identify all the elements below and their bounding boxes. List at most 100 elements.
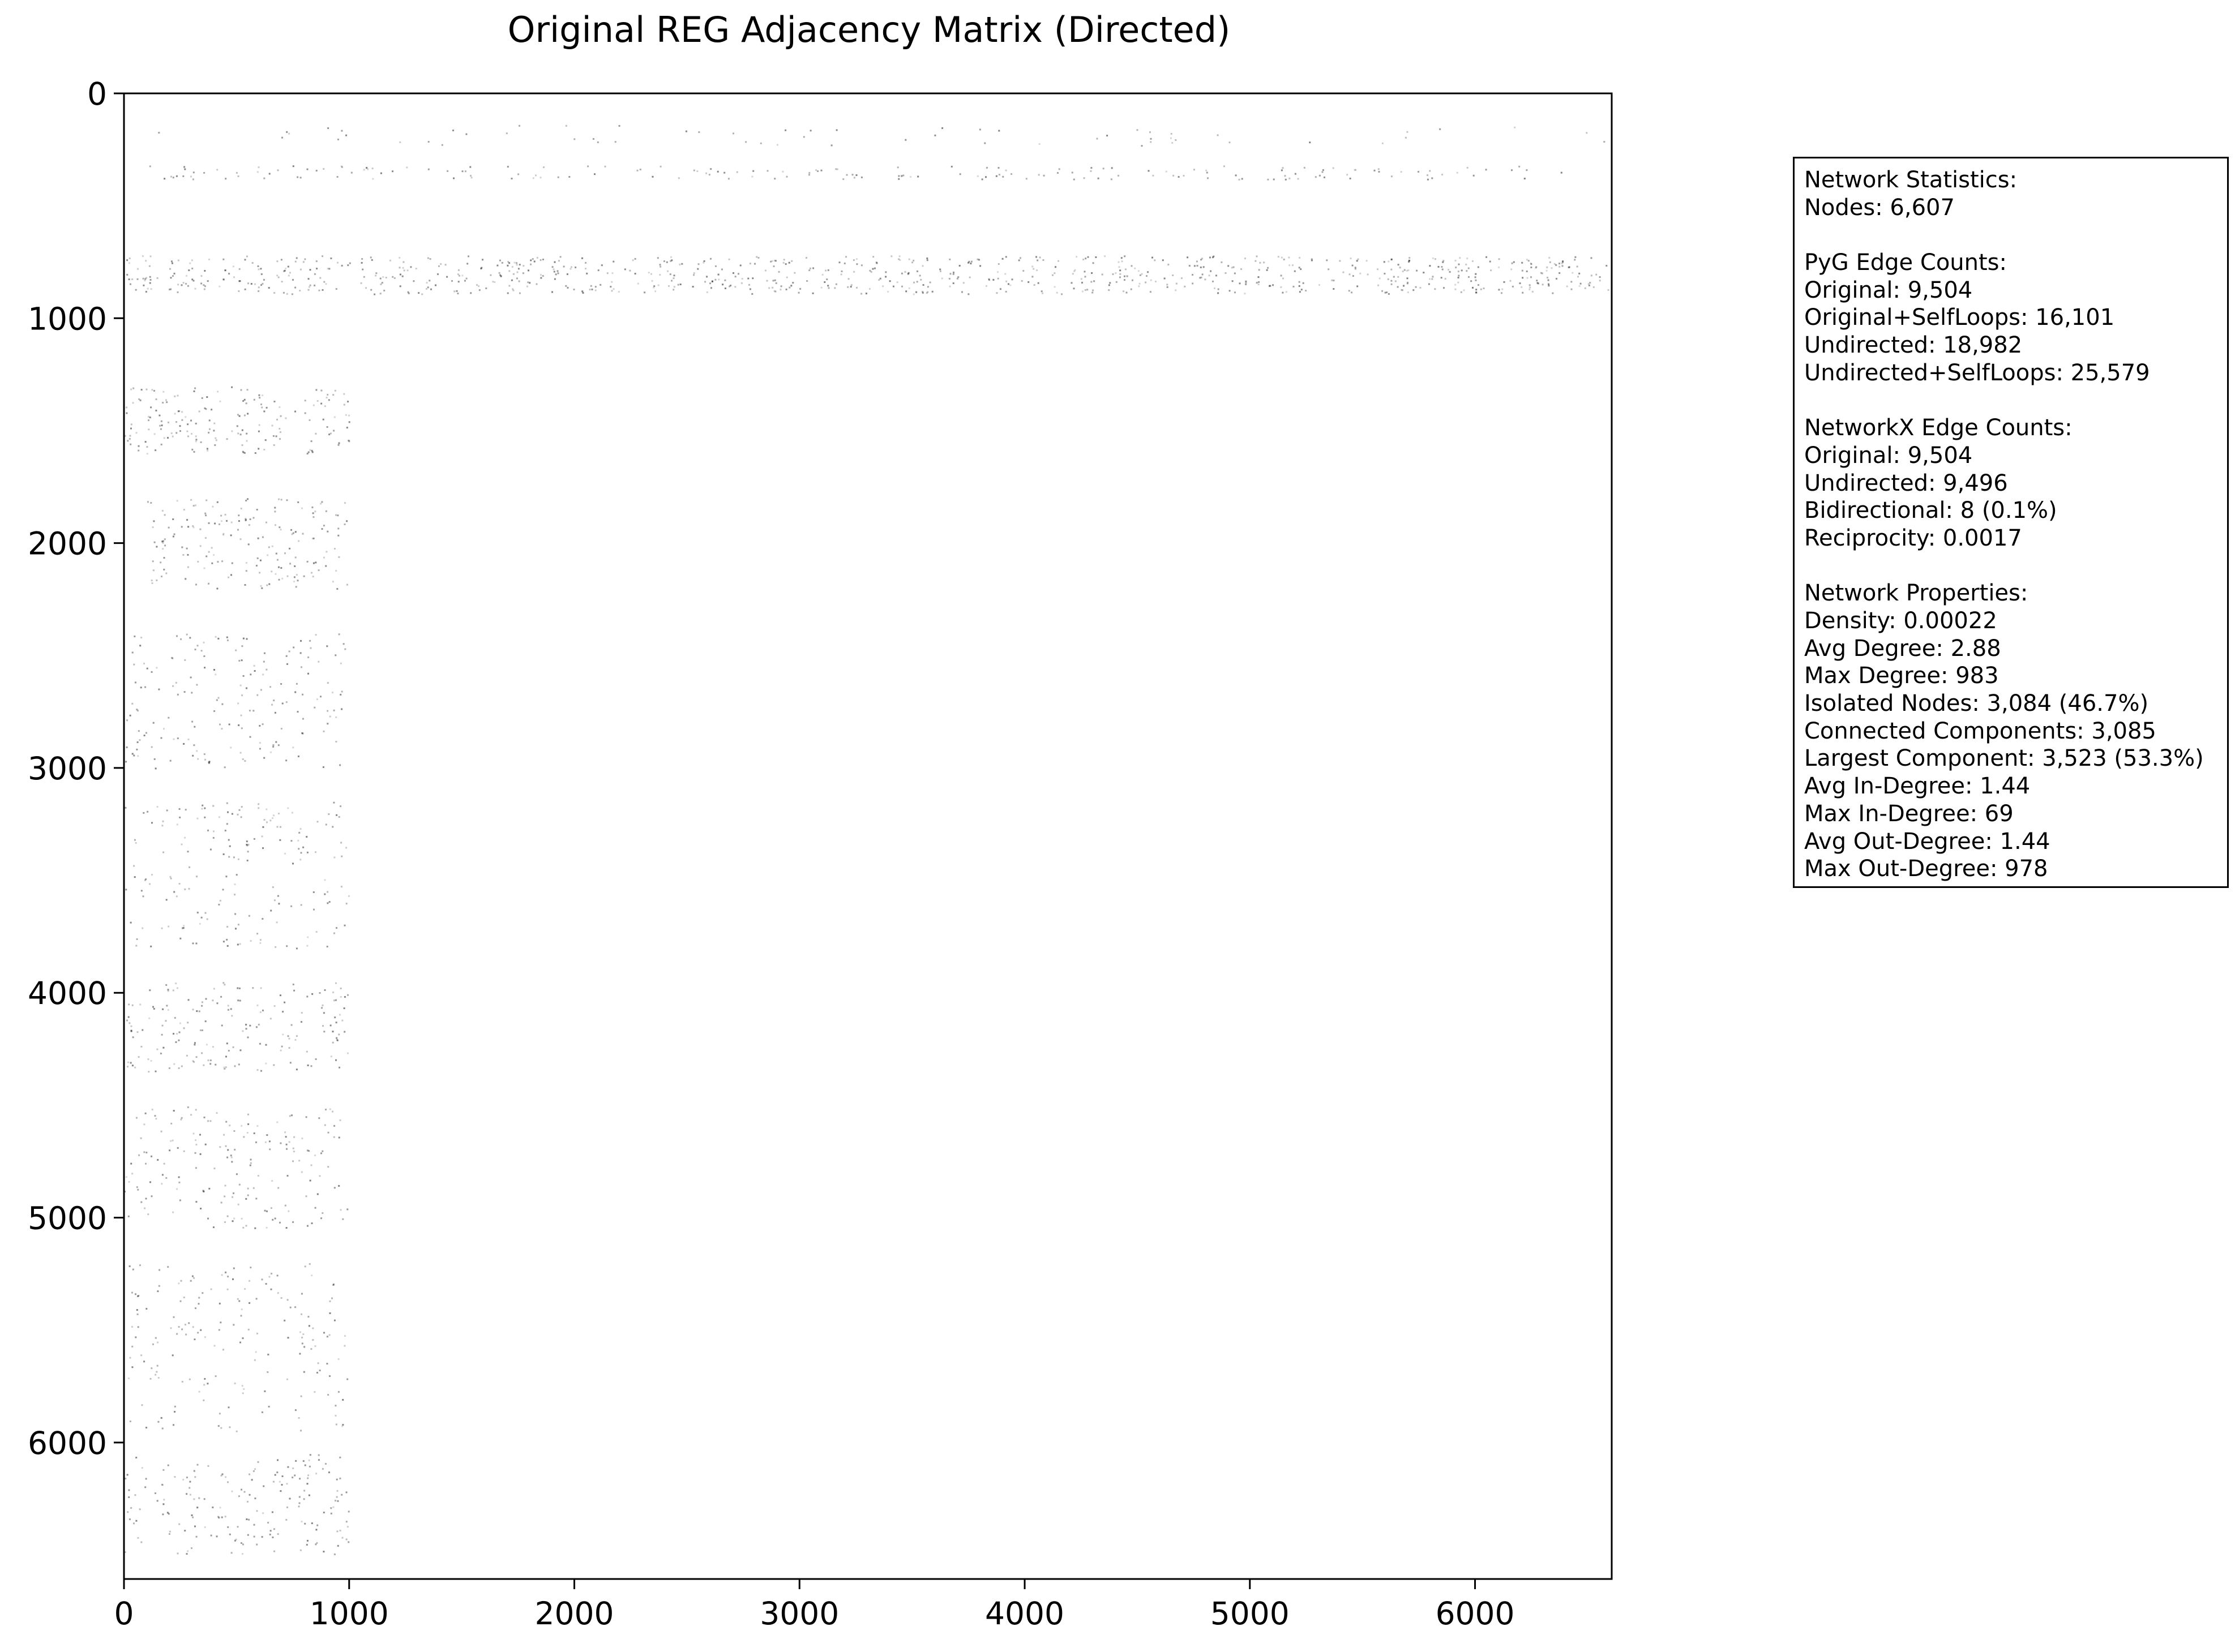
edge-dot bbox=[337, 1391, 340, 1393]
edge-dot bbox=[1590, 274, 1592, 277]
edge-dot bbox=[143, 735, 145, 736]
edge-dot bbox=[202, 1292, 204, 1294]
edge-dot bbox=[1299, 291, 1301, 293]
edge-dot bbox=[901, 175, 903, 177]
edge-dot bbox=[191, 278, 194, 281]
edge-dot bbox=[939, 268, 941, 271]
edge-dot bbox=[328, 399, 330, 401]
edge-dot bbox=[265, 1044, 267, 1046]
edge-dot bbox=[1466, 270, 1468, 272]
edge-dot bbox=[875, 261, 877, 263]
edge-dot bbox=[1498, 258, 1500, 260]
edge-dot bbox=[1199, 277, 1201, 279]
edge-dot bbox=[237, 1203, 239, 1205]
edge-dot bbox=[166, 1005, 168, 1007]
edge-dot bbox=[958, 265, 961, 267]
edge-dot bbox=[1241, 178, 1243, 180]
edge-dot bbox=[276, 1121, 279, 1123]
edge-dot bbox=[902, 174, 905, 177]
edge-dot bbox=[1561, 265, 1564, 267]
edge-dot bbox=[1466, 166, 1468, 169]
edge-dot bbox=[1339, 260, 1341, 262]
edge-dot bbox=[208, 258, 210, 260]
edge-dot bbox=[198, 410, 200, 413]
edge-dot bbox=[1258, 269, 1260, 271]
edge-dot bbox=[1402, 289, 1404, 291]
edge-dot bbox=[1058, 168, 1060, 170]
edge-dot bbox=[219, 1146, 221, 1148]
edge-dot bbox=[1002, 175, 1004, 178]
edge-dot bbox=[347, 264, 349, 267]
edge-dot bbox=[1201, 273, 1204, 276]
edge-dot bbox=[187, 423, 189, 426]
edge-dot bbox=[176, 823, 178, 826]
edge-dot bbox=[247, 851, 249, 853]
edge-dot bbox=[224, 1185, 226, 1187]
edge-dot bbox=[242, 1030, 244, 1032]
edge-dot bbox=[1131, 265, 1133, 267]
edge-dot bbox=[288, 1141, 290, 1143]
edge-dot bbox=[1108, 284, 1110, 286]
edge-dot bbox=[131, 1366, 134, 1368]
edge-dot bbox=[224, 513, 226, 516]
edge-dot bbox=[137, 1295, 139, 1297]
edge-dot bbox=[446, 276, 448, 278]
edge-dot bbox=[298, 1502, 301, 1504]
edge-dot bbox=[481, 267, 483, 269]
edge-dot bbox=[173, 1424, 174, 1426]
edge-dot bbox=[136, 1309, 138, 1311]
edge-dot bbox=[214, 522, 216, 525]
edge-dot bbox=[931, 290, 934, 293]
edge-dot bbox=[183, 1150, 185, 1152]
edge-dot bbox=[181, 1328, 183, 1331]
edge-dot bbox=[126, 719, 128, 722]
edge-dot bbox=[465, 277, 468, 280]
edge-dot bbox=[309, 284, 311, 286]
edge-dot bbox=[176, 987, 178, 989]
edge-dot bbox=[183, 743, 185, 745]
edge-dot bbox=[329, 1300, 331, 1302]
edge-dot bbox=[637, 282, 639, 285]
edge-dot bbox=[898, 175, 900, 177]
edge-dot bbox=[142, 255, 144, 258]
edge-dot bbox=[929, 281, 931, 284]
edge-dot bbox=[543, 166, 545, 168]
edge-dot bbox=[187, 739, 190, 740]
edge-dot bbox=[332, 1284, 335, 1286]
edge-dot bbox=[303, 1371, 305, 1373]
edge-dot bbox=[247, 1328, 250, 1331]
edge-dot bbox=[194, 1476, 196, 1478]
edge-dot bbox=[134, 1494, 136, 1496]
edge-dot bbox=[733, 132, 734, 135]
edge-dot bbox=[140, 637, 143, 639]
edge-dot bbox=[135, 1293, 136, 1295]
edge-dot bbox=[162, 1008, 164, 1010]
edge-dot bbox=[227, 1009, 229, 1011]
edge-dot bbox=[203, 1190, 205, 1192]
edge-dot bbox=[204, 1020, 207, 1023]
edge-dot bbox=[998, 174, 1000, 176]
edge-dot bbox=[299, 177, 302, 179]
edge-dot bbox=[1256, 255, 1258, 258]
edge-dot bbox=[256, 1005, 259, 1006]
edge-dot bbox=[312, 1339, 314, 1341]
edge-dot bbox=[278, 578, 280, 581]
edge-dot bbox=[241, 659, 243, 662]
edge-dot bbox=[160, 1417, 162, 1419]
edge-dot bbox=[326, 551, 328, 553]
edge-dot bbox=[213, 554, 215, 556]
edge-dot bbox=[194, 649, 196, 651]
edge-dot bbox=[205, 1044, 208, 1046]
edge-dot bbox=[476, 284, 478, 286]
edge-dot bbox=[159, 414, 161, 417]
edge-dot bbox=[611, 272, 614, 274]
edge-dot bbox=[271, 1180, 273, 1182]
edge-dot bbox=[961, 291, 963, 293]
edge-dot bbox=[244, 259, 246, 261]
edge-dot bbox=[300, 1395, 302, 1397]
edge-dot bbox=[380, 172, 382, 174]
edge-dot bbox=[228, 723, 230, 726]
edge-dot bbox=[193, 1498, 195, 1500]
edge-dot bbox=[1298, 267, 1300, 269]
edge-dot bbox=[195, 439, 198, 441]
